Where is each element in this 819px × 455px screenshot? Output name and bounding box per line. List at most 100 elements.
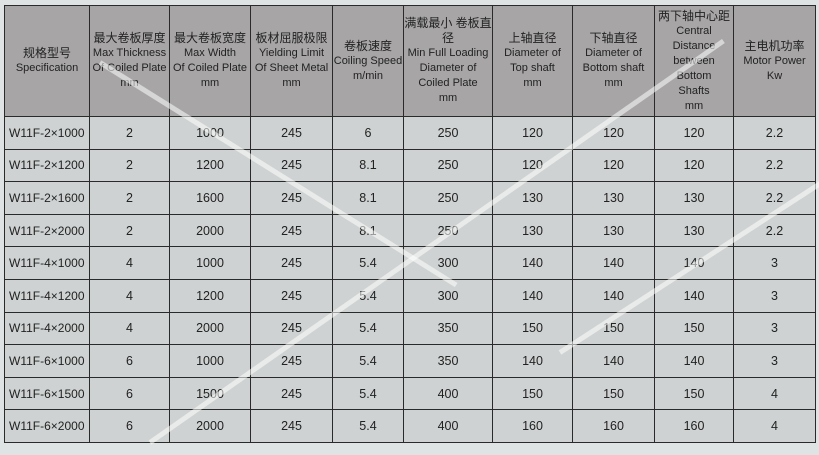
- header-cn: 板材屈服极限: [255, 31, 328, 45]
- table-cell: 4: [733, 376, 816, 411]
- table-cell: 3: [733, 246, 816, 280]
- table-cell: 2: [89, 116, 170, 150]
- table-cell: 150: [654, 376, 734, 411]
- table-cell: 245: [250, 116, 333, 150]
- table-cell: 4: [733, 409, 816, 443]
- column-header: 板材屈服极限 Yielding Limit Of Sheet Metal mm: [250, 5, 333, 117]
- table-cell: 1200: [169, 148, 251, 183]
- header-cn: 主电机功率: [744, 38, 805, 53]
- table-cell: 300: [403, 278, 493, 313]
- table-cell: 2: [89, 181, 170, 215]
- header-en: Of Sheet Metal: [254, 62, 329, 74]
- column-header: 最大卷板厚度 Max Thickness Of Coiled Plate mm: [89, 5, 170, 117]
- table-cell: 150: [572, 311, 655, 346]
- table-cell: 140: [572, 246, 655, 280]
- model-cell: W11F-4×2000: [4, 311, 90, 346]
- table-cell: 140: [572, 278, 655, 313]
- table-cell: 5.4: [332, 344, 404, 378]
- table-cell: 250: [403, 213, 493, 248]
- table-cell: 3: [733, 311, 816, 346]
- header-en: Diameter of: [585, 47, 642, 59]
- header-en: m/min: [353, 69, 383, 82]
- table-cell: 8.1: [332, 181, 404, 215]
- header-en: between Bottom: [673, 54, 715, 82]
- header-en: Of Coiled Plate: [173, 62, 247, 74]
- header-cn: 两下轴中心距: [657, 8, 730, 23]
- header-en: mm: [200, 77, 220, 89]
- model-cell: W11F-4×1200: [4, 278, 90, 313]
- column-header: 规格型号 Specification: [4, 5, 90, 117]
- header-cn: 下轴直径: [589, 31, 638, 45]
- table-cell: 350: [403, 344, 493, 378]
- header-cn: 满载最小 卷板直径: [404, 16, 492, 45]
- header-en: Specification: [15, 62, 79, 74]
- table-cell: 350: [403, 311, 493, 346]
- table-cell: 140: [492, 344, 573, 378]
- table-cell: 2.2: [733, 181, 816, 215]
- table-cell: 1600: [169, 181, 251, 215]
- header-en: Bottom shaft: [582, 62, 645, 74]
- column-header: 最大卷板宽度 Max Width Of Coiled Plate mm: [169, 5, 251, 117]
- table-cell: 3: [733, 278, 816, 313]
- header-en: Coiling Speed: [333, 54, 403, 67]
- table-cell: 2: [89, 148, 170, 183]
- table-cell: 130: [654, 181, 734, 215]
- table-cell: 1000: [169, 246, 251, 280]
- table-cell: 2: [89, 213, 170, 248]
- header-en: Top shaft: [510, 62, 555, 74]
- table-cell: 400: [403, 376, 493, 411]
- model-cell: W11F-2×1000: [4, 116, 90, 150]
- column-header: 上轴直径 Diameter of Top shaft mm: [492, 5, 573, 117]
- model-cell: W11F-2×1600: [4, 181, 90, 215]
- table-cell: 120: [492, 116, 573, 150]
- table-cell: 5.4: [332, 311, 404, 346]
- table-cell: 3: [733, 344, 816, 378]
- table-cell: 140: [654, 246, 734, 280]
- table-cell: 4: [89, 246, 170, 280]
- table-row: W11F-4×1000 4 1000 245 5.4 300 140 140 140 3: [4, 246, 816, 280]
- table-cell: 1200: [169, 278, 251, 313]
- table-cell: 160: [492, 409, 573, 443]
- table-cell: 245: [250, 409, 333, 443]
- model-cell: W11F-2×1200: [4, 148, 90, 183]
- header-en: mm: [282, 77, 301, 89]
- table-cell: 2.2: [733, 148, 816, 183]
- table-cell: 130: [572, 213, 655, 248]
- table-cell: 245: [250, 148, 333, 183]
- table-row: W11F-4×1200 4 1200 245 5.4 300 140 140 140 3: [4, 278, 816, 313]
- table-cell: 2000: [169, 311, 251, 346]
- header-en: mm: [684, 99, 704, 112]
- header-cn: 最大卷板厚度: [93, 31, 166, 45]
- header-en: Diameter of: [419, 62, 477, 74]
- header-en: mm: [438, 92, 458, 104]
- model-cell: W11F-6×1000: [4, 344, 90, 378]
- table-cell: 120: [654, 148, 734, 183]
- table-cell: 2.2: [733, 116, 816, 150]
- table-row: W11F-2×1600 2 1600 245 8.1 250 130 130 130 2.2: [4, 181, 816, 215]
- table-cell: 120: [572, 116, 655, 150]
- table-cell: 8.1: [332, 148, 404, 183]
- table-cell: 140: [654, 278, 734, 313]
- table-row: W11F-6×1500 6 1500 245 5.4 400 150 150 150 4: [4, 376, 816, 411]
- table-cell: 120: [654, 116, 734, 150]
- table-cell: 130: [572, 181, 655, 215]
- table-cell: 4: [89, 278, 170, 313]
- column-header: 主电机功率 Motor Power Kw: [733, 5, 816, 117]
- table-cell: 8.1: [332, 213, 404, 248]
- table-cell: 245: [250, 344, 333, 378]
- table-row: W11F-2×1200 2 1200 245 8.1 250 120 120 120 2.2: [4, 148, 816, 183]
- header-en: Shafts: [678, 84, 710, 97]
- table-row: W11F-6×1000 6 1000 245 5.4 350 140 140 140 3: [4, 344, 816, 378]
- table-cell: 5.4: [332, 278, 404, 313]
- table-cell: 150: [492, 376, 573, 411]
- model-cell: W11F-4×1000: [4, 246, 90, 280]
- table-cell: 250: [403, 148, 493, 183]
- column-header: 卷板速度 Coiling Speed m/min: [332, 5, 404, 117]
- table-cell: 1500: [169, 376, 251, 411]
- header-cn: 规格型号: [22, 46, 71, 60]
- header-en: Max Thickness: [92, 47, 167, 59]
- table-cell: 2000: [169, 409, 251, 443]
- table-cell: 120: [492, 148, 573, 183]
- column-header: 两下轴中心距 Central Distance between Bottom Shaf…: [654, 5, 734, 117]
- table-cell: 130: [654, 213, 734, 248]
